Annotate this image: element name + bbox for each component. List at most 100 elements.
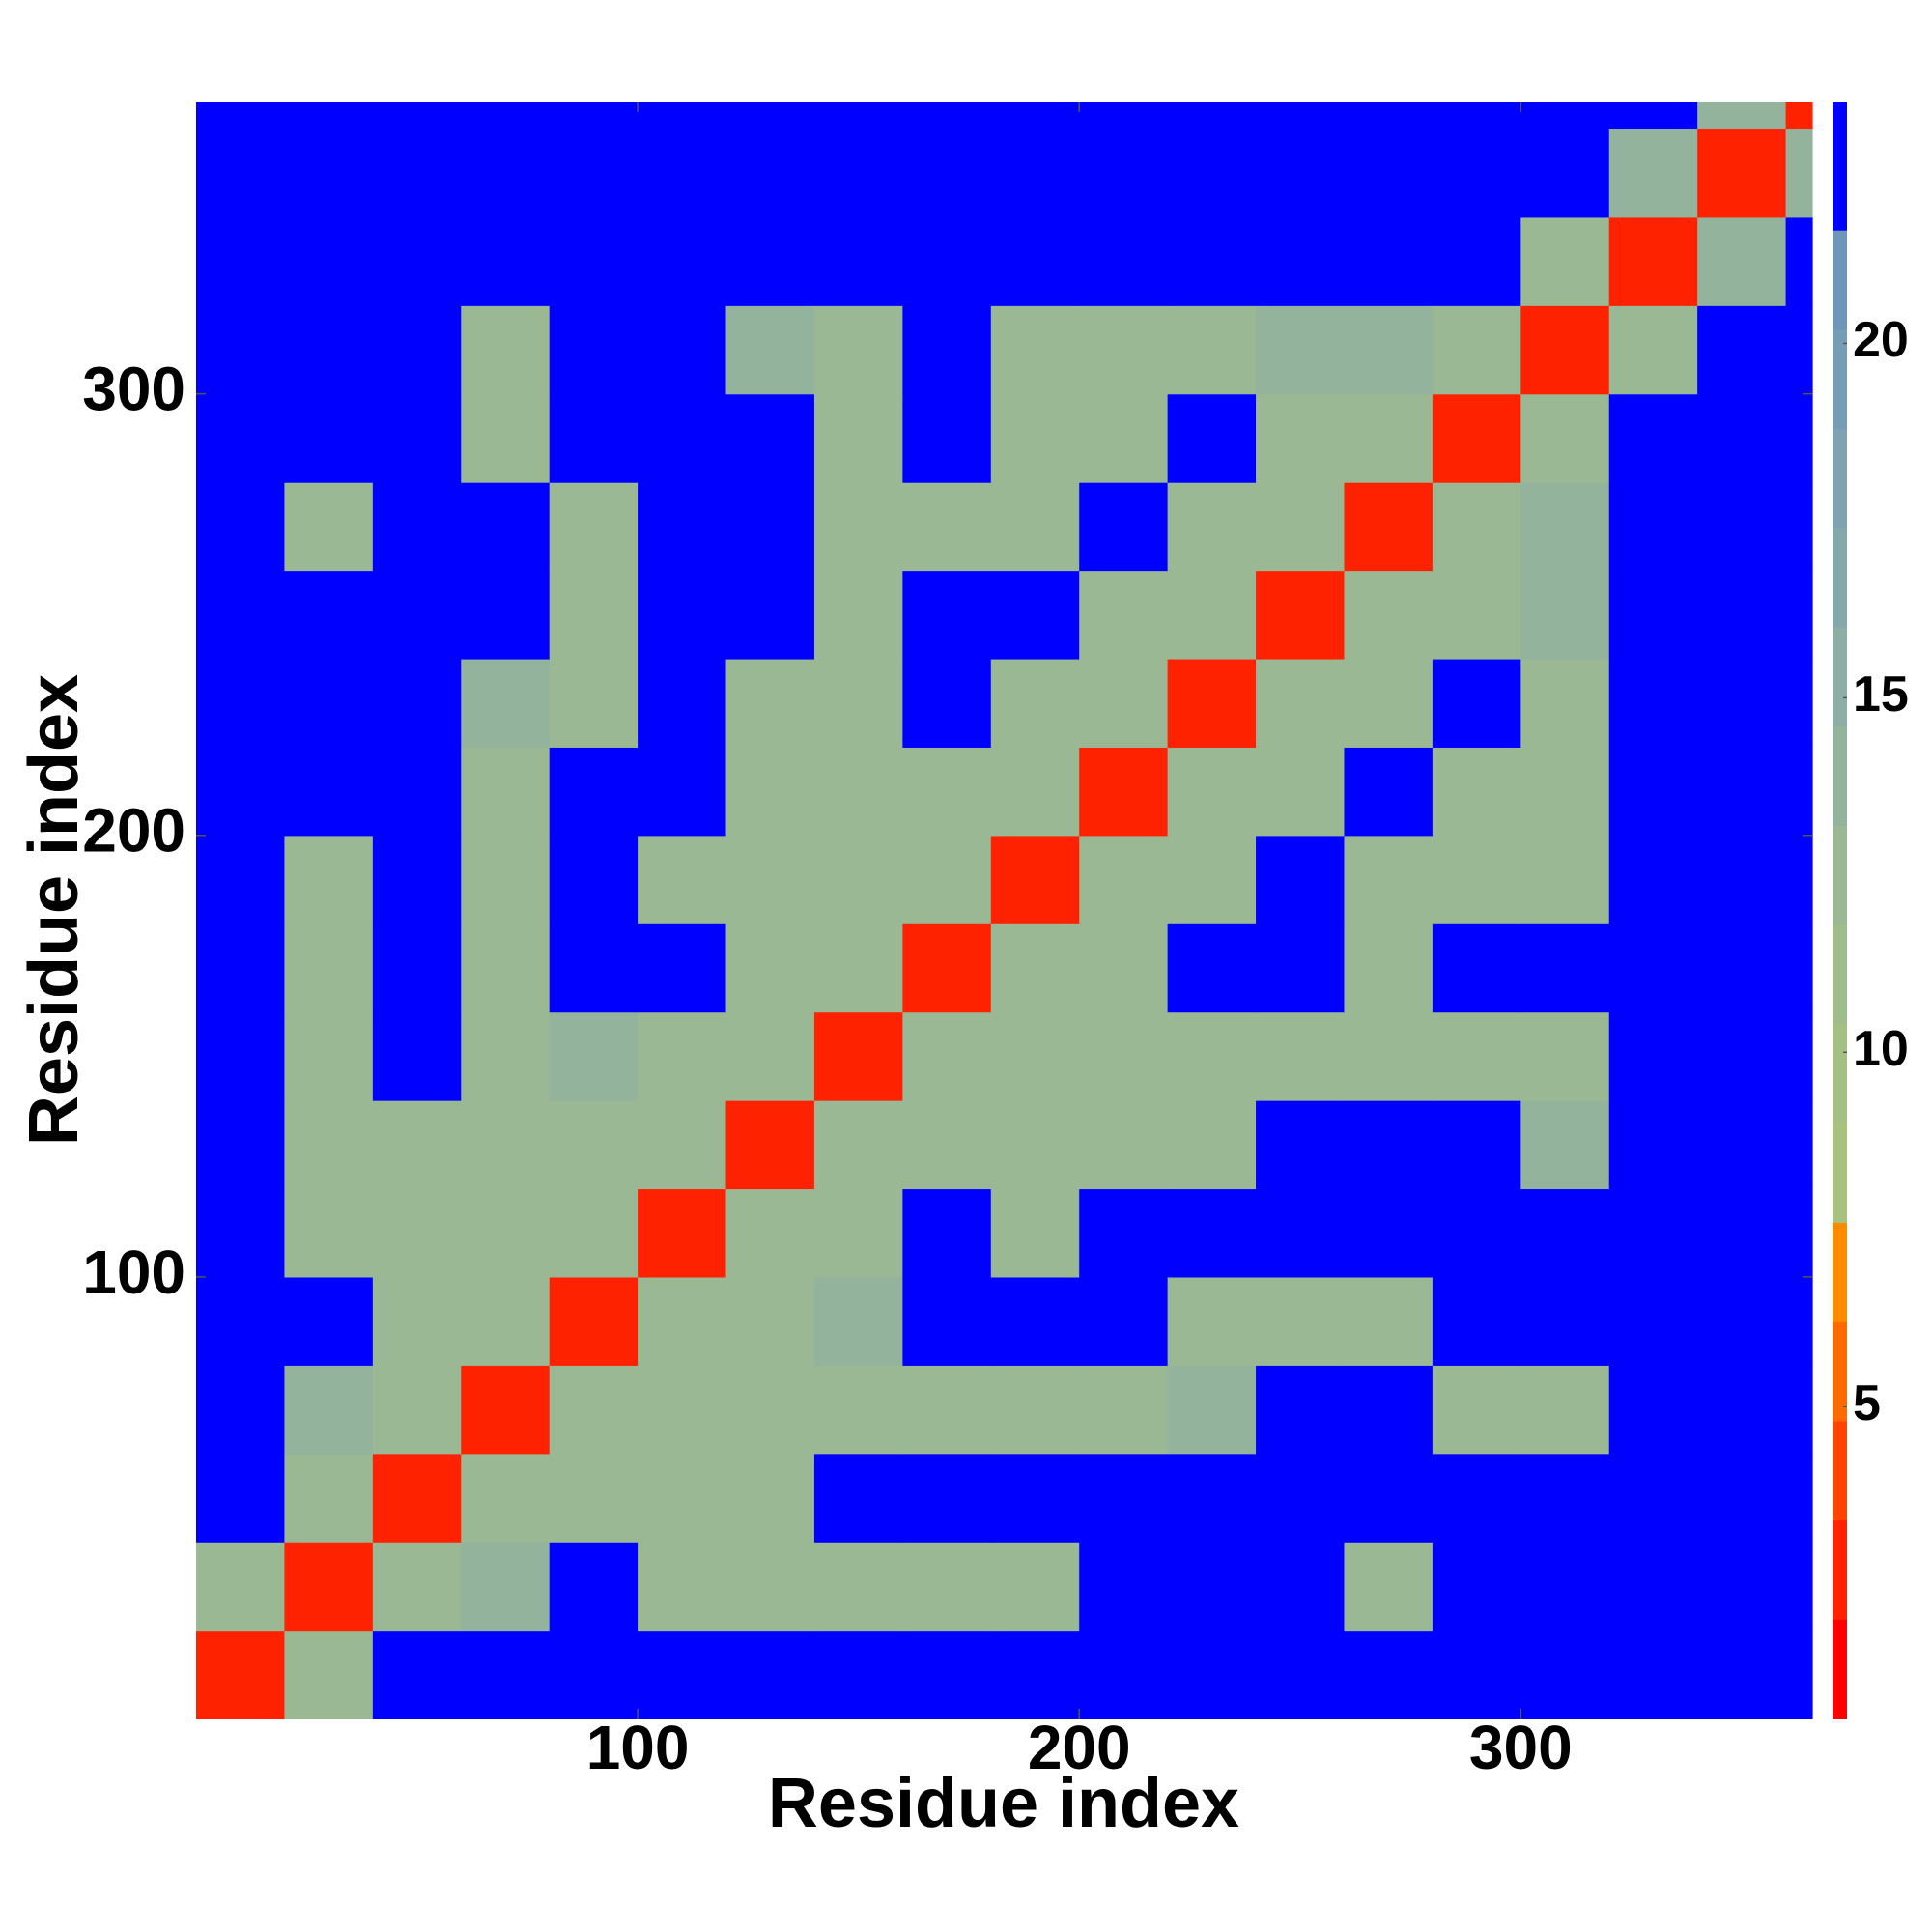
heatmap-cell [638, 1365, 727, 1455]
heatmap-cell [372, 482, 462, 572]
heatmap-cell [1608, 305, 1698, 395]
heatmap-cell [638, 128, 727, 218]
heatmap-cell [1079, 923, 1169, 1013]
heatmap-cell [1167, 1276, 1257, 1366]
heatmap-cell [902, 1453, 992, 1543]
heatmap-cell [1520, 835, 1610, 924]
colorbar-segment [1833, 527, 1847, 628]
heatmap-cell [1432, 1542, 1521, 1632]
heatmap-cell [1608, 1100, 1698, 1190]
colorbar-segment [1833, 102, 1847, 231]
heatmap-cell [1432, 1453, 1521, 1543]
heatmap-cell [902, 1365, 992, 1455]
x-tick-label: 300 [1469, 1713, 1573, 1782]
heatmap-cell [638, 1630, 727, 1719]
heatmap-cell [196, 570, 286, 660]
heatmap-cell [196, 1453, 286, 1543]
heatmap-cell [813, 393, 903, 483]
heatmap-cell [1256, 216, 1346, 306]
heatmap-cell [1167, 923, 1257, 1013]
heatmap-cell [1785, 747, 1813, 837]
heatmap-cell [1608, 570, 1698, 660]
heatmap-cell [1256, 1630, 1346, 1719]
heatmap-cell [372, 570, 462, 660]
heatmap-cell [461, 1011, 551, 1101]
heatmap-cell [1079, 570, 1169, 660]
heatmap-cell [813, 1630, 903, 1719]
heatmap-cell [1785, 393, 1813, 483]
heatmap-cell [813, 658, 903, 748]
heatmap-cell [1520, 747, 1610, 837]
heatmap-cell [725, 102, 815, 130]
heatmap-cell [1432, 482, 1521, 572]
heatmap-cell [1167, 1453, 1257, 1543]
heatmap-cell [372, 216, 462, 306]
heatmap-cell [725, 1453, 815, 1543]
heatmap-cell [461, 570, 551, 660]
heatmap-cell [549, 1188, 639, 1278]
heatmap-cell [902, 1011, 992, 1101]
heatmap-cell [725, 482, 815, 572]
heatmap-cell [902, 305, 992, 395]
heatmap-cell [1785, 482, 1813, 572]
heatmap-cell [1256, 835, 1346, 924]
heatmap-cell [1256, 1453, 1346, 1543]
heatmap-cell [372, 1188, 462, 1278]
heatmap-cell [813, 305, 903, 395]
heatmap-cell [1785, 1630, 1813, 1719]
heatmap-cell [549, 216, 639, 306]
heatmap-cell [1432, 102, 1521, 130]
heatmap-cell [1785, 216, 1813, 306]
heatmap-cell [549, 102, 639, 130]
heatmap-cell [638, 1542, 727, 1632]
heatmap-cell [1520, 393, 1610, 483]
heatmap-cell [372, 1630, 462, 1719]
heatmap-cell [284, 835, 374, 924]
heatmap-cell [196, 305, 286, 395]
heatmap-cell [1079, 835, 1169, 924]
heatmap-cell [725, 835, 815, 924]
heatmap-cell [372, 747, 462, 837]
heatmap-cell [1167, 747, 1257, 837]
heatmap-cell [1344, 1011, 1434, 1101]
heatmap-cell [725, 305, 815, 395]
heatmap-cell [1785, 923, 1813, 1013]
heatmap-cell [1167, 658, 1257, 748]
colorbar-segment [1833, 924, 1847, 1025]
heatmap-cell [196, 482, 286, 572]
heatmap-cell [196, 128, 286, 218]
heatmap-cell [1520, 1630, 1610, 1719]
heatmap-cell [196, 747, 286, 837]
heatmap-cell [196, 1276, 286, 1366]
heatmap-cell [1079, 658, 1169, 748]
heatmap-cell [1432, 393, 1521, 483]
heatmap-cell [638, 482, 727, 572]
heatmap-cell [638, 658, 727, 748]
heatmap-cell [1697, 393, 1787, 483]
heatmap-cell [813, 216, 903, 306]
heatmap-cell [1432, 570, 1521, 660]
heatmap-cell [1608, 102, 1698, 130]
heatmap-cell [549, 658, 639, 748]
heatmap-cell [1432, 1630, 1521, 1719]
heatmap-cell [902, 102, 992, 130]
heatmap-cell [1608, 658, 1698, 748]
colorbar-tick-label: 10 [1853, 1021, 1909, 1077]
heatmap-cell [813, 1276, 903, 1366]
heatmap-cell [1167, 393, 1257, 483]
heatmap-cell [990, 1365, 1080, 1455]
heatmap-cell [1432, 305, 1521, 395]
colorbar-tick-label: 20 [1853, 312, 1909, 368]
heatmap-cell [461, 216, 551, 306]
heatmap-cell [1344, 1188, 1434, 1278]
heatmap-cell [1344, 1630, 1434, 1719]
heatmap-cell [725, 747, 815, 837]
heatmap-cell [902, 570, 992, 660]
heatmap-cell [1344, 482, 1434, 572]
heatmap-cell [549, 1365, 639, 1455]
heatmap-cell [813, 102, 903, 130]
heatmap-cell [196, 102, 286, 130]
heatmap-cell [990, 305, 1080, 395]
heatmap-cell [372, 305, 462, 395]
